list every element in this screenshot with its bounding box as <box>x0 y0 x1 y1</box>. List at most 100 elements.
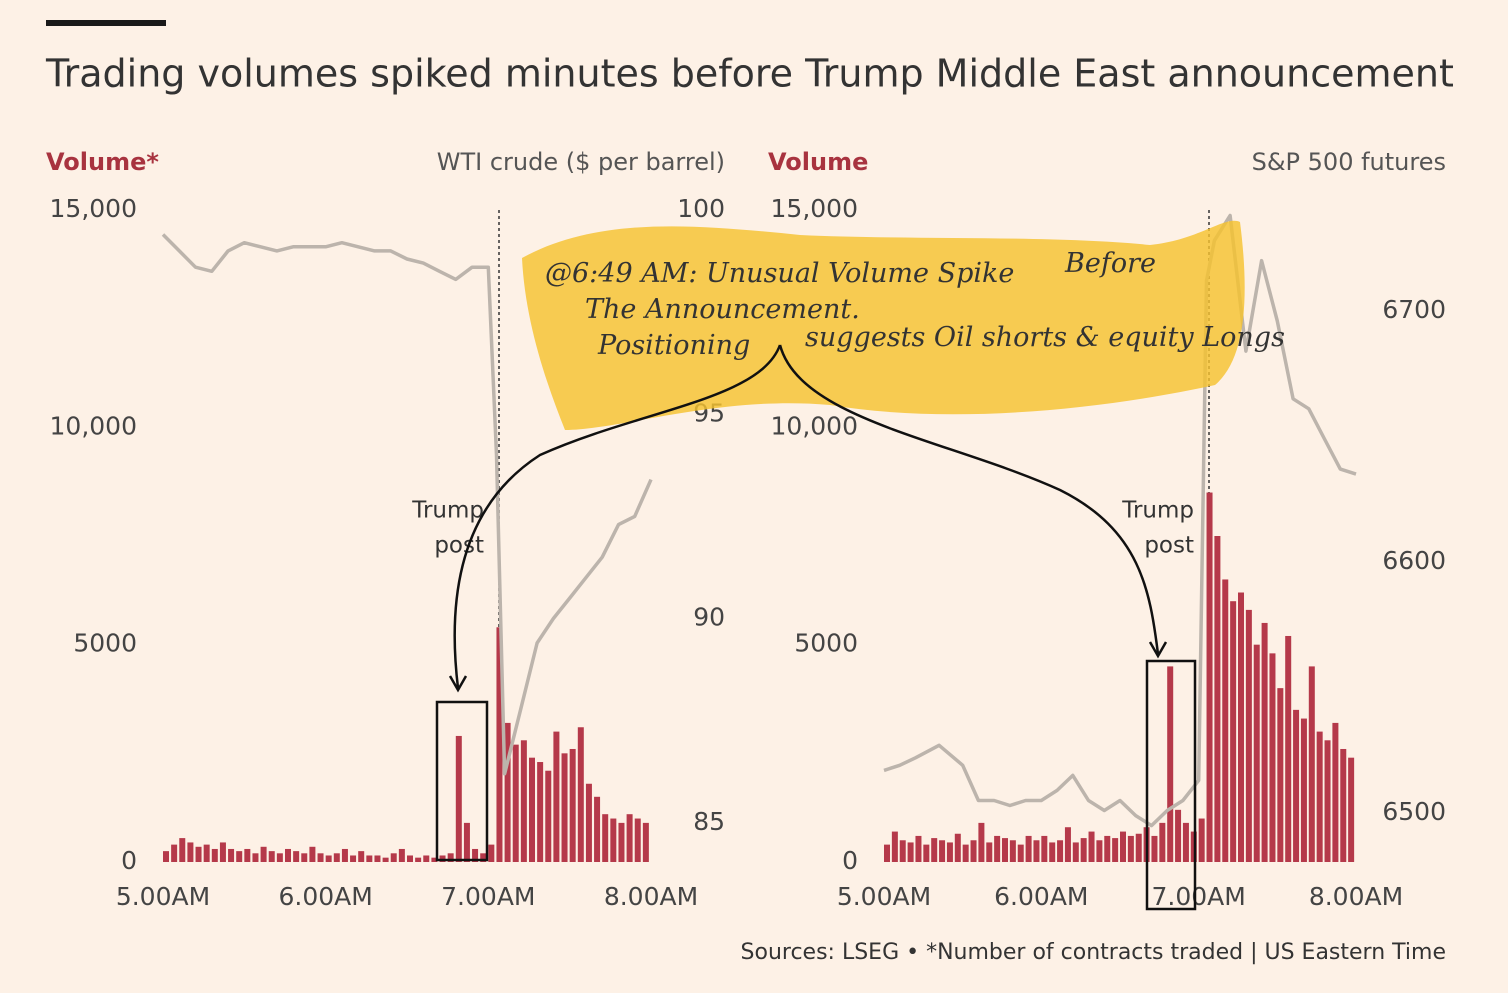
bar <box>1159 822 1166 862</box>
bar <box>472 848 479 862</box>
annotation-text: @6:49 AM: Unusual Volume Spike <box>545 258 1014 289</box>
bar <box>1198 818 1205 862</box>
bar <box>884 844 890 862</box>
y2-axis-title: S&P 500 futures <box>1252 148 1446 176</box>
y2-tick-label: 6500 <box>1382 797 1446 826</box>
bar <box>358 851 365 862</box>
title-bar <box>46 20 166 26</box>
bar <box>187 842 194 862</box>
bar <box>244 848 251 862</box>
bar <box>439 855 446 862</box>
annotation-text: suggests Oil shorts & equity Longs <box>805 322 1285 353</box>
bar <box>512 744 519 862</box>
bar <box>1017 844 1024 862</box>
bar <box>228 848 235 862</box>
bar <box>1127 835 1134 862</box>
bar <box>309 846 316 862</box>
bar <box>317 853 324 862</box>
bar <box>1340 748 1347 862</box>
event-label: Trump <box>411 498 484 524</box>
bar <box>1253 644 1260 862</box>
bar <box>350 855 357 862</box>
event-label: post <box>1144 533 1194 559</box>
chart-title: Trading volumes spiked minutes before Tr… <box>45 52 1454 96</box>
bar <box>891 831 898 862</box>
event-label: Trump <box>1121 498 1194 524</box>
bar <box>382 857 389 862</box>
bar <box>211 848 218 862</box>
bar <box>569 748 576 862</box>
y-axis-title: Volume <box>768 148 868 176</box>
bar <box>333 853 340 862</box>
bar <box>285 848 291 862</box>
event-label: post <box>434 533 484 559</box>
bar <box>179 838 186 862</box>
bar <box>618 822 625 862</box>
bar <box>1135 833 1142 862</box>
y-tick-label: 15,000 <box>50 194 137 223</box>
arrow <box>453 344 782 689</box>
x-tick-label: 5.00AM <box>116 882 210 911</box>
bar <box>407 855 413 862</box>
bar <box>1080 838 1087 862</box>
bar <box>1222 579 1229 862</box>
bar <box>610 818 617 862</box>
bar <box>398 848 405 862</box>
y-tick-label: 0 <box>121 846 137 875</box>
bar <box>276 853 283 862</box>
bar <box>1049 842 1056 862</box>
bar <box>252 853 259 862</box>
y-tick-label: 0 <box>842 846 858 875</box>
y2-tick-label: 100 <box>677 194 725 223</box>
y2-tick-label: 6700 <box>1382 295 1446 324</box>
bar <box>946 842 953 862</box>
bar <box>1167 666 1174 862</box>
bar <box>293 851 300 862</box>
bar <box>986 842 993 862</box>
source-note: Sources: LSEG • *Number of contracts tra… <box>741 940 1446 965</box>
bar <box>1245 609 1252 862</box>
bar <box>1182 822 1189 862</box>
y-tick-label: 15,000 <box>771 194 858 223</box>
bar <box>163 851 169 862</box>
y-tick-label: 5000 <box>794 629 858 658</box>
bar <box>1238 592 1244 862</box>
annotation-text: Before <box>1064 248 1156 279</box>
bar <box>923 844 930 862</box>
x-tick-label: 6.00AM <box>278 882 372 911</box>
bar <box>939 840 946 862</box>
bar <box>301 853 308 862</box>
x-tick-label: 8.00AM <box>604 882 698 911</box>
bar <box>634 818 641 862</box>
bar <box>1041 835 1048 862</box>
bar <box>260 846 267 862</box>
bar <box>970 840 977 862</box>
bar <box>447 853 454 862</box>
bar <box>994 835 1001 862</box>
bar <box>236 851 243 862</box>
bar <box>537 762 544 862</box>
highlight-box <box>435 700 489 862</box>
x-tick-label: 6.00AM <box>994 882 1088 911</box>
bar <box>1308 666 1315 862</box>
bar <box>561 753 568 862</box>
bar <box>931 838 938 862</box>
bar <box>488 844 495 862</box>
bar <box>577 727 584 862</box>
bar <box>1269 653 1276 862</box>
bar <box>1151 835 1158 862</box>
bar <box>195 846 202 862</box>
x-tick-label: 7.00AM <box>1151 882 1245 911</box>
arrow <box>778 344 1160 655</box>
y-tick-label: 10,000 <box>50 411 137 440</box>
bar <box>1025 835 1032 862</box>
bar <box>1316 731 1323 862</box>
bar <box>1096 840 1103 862</box>
bar <box>954 833 961 862</box>
highlight <box>522 220 1245 430</box>
bar <box>1300 718 1307 862</box>
y2-tick-label: 6600 <box>1382 546 1446 575</box>
x-tick-label: 7.00AM <box>441 882 535 911</box>
bar <box>415 857 422 862</box>
